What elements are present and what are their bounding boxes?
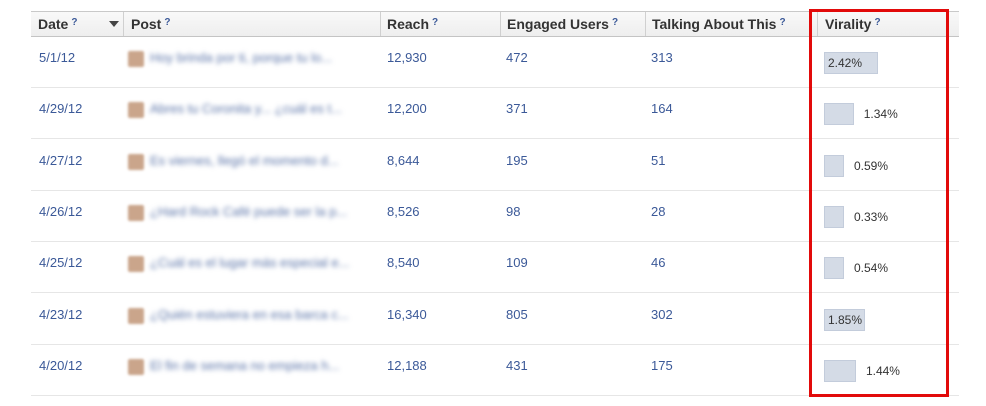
talking-about-value[interactable]: 313 — [651, 50, 673, 65]
talking-about-value[interactable]: 175 — [651, 357, 673, 373]
reach-value[interactable]: 8,644 — [387, 152, 420, 168]
column-header-virality[interactable]: Virality? — [818, 12, 958, 36]
table-row: 4/29/12 Abres tu Coronita y... ¿cuál es t… — [31, 88, 959, 140]
reach-value[interactable]: 12,930 — [387, 50, 427, 65]
help-icon[interactable]: ? — [164, 17, 171, 28]
table-row: 4/23/12 ¿Quién estuviera en esa barca c..… — [31, 294, 959, 345]
post-link[interactable]: ¿Cuál es el lugar más especial e... — [150, 255, 350, 271]
column-header-talking-label: Talking About This — [652, 16, 777, 32]
post-link[interactable]: ¿Hard Rock Café puede ser la p... — [150, 203, 348, 219]
sort-descending-icon[interactable] — [109, 21, 119, 27]
engaged-users-value[interactable]: 805 — [506, 306, 528, 322]
post-thumbnail-icon[interactable] — [128, 51, 144, 67]
virality-value: 1.85% — [828, 312, 863, 327]
column-divider — [645, 12, 646, 36]
virality-highlight-box — [809, 9, 949, 397]
engaged-users-value[interactable]: 371 — [506, 101, 528, 117]
virality-value: 0.59% — [854, 158, 889, 173]
post-thumbnail-icon[interactable] — [128, 102, 144, 119]
virality-bar — [824, 359, 856, 382]
talking-about-value[interactable]: 28 — [651, 203, 666, 219]
column-header-reach[interactable]: Reach? — [380, 12, 500, 36]
table-header: Date? Post? Reach? Engaged Users? Talkin… — [31, 11, 959, 37]
table-row: 4/27/12 Es viernes, llegó el momento d...… — [31, 140, 959, 191]
post-link[interactable]: Abres tu Coronita y... ¿cuál es t... — [150, 101, 342, 117]
virality-bar — [824, 205, 844, 228]
column-header-date-label: Date — [38, 16, 69, 32]
post-link[interactable]: Hoy brinda por ti, porque tu lo... — [150, 50, 333, 65]
virality-value: 1.34% — [863, 107, 898, 122]
help-icon[interactable]: ? — [432, 17, 439, 28]
virality-bar — [824, 52, 878, 74]
engaged-users-value[interactable]: 195 — [506, 152, 528, 168]
virality-value: 1.44% — [865, 363, 900, 378]
talking-about-value[interactable]: 164 — [651, 101, 673, 117]
help-icon[interactable]: ? — [874, 17, 881, 28]
column-divider — [500, 12, 501, 36]
table-row: 5/1/12 Hoy brinda por ti, porque tu lo...… — [31, 37, 959, 88]
column-header-reach-label: Reach — [387, 16, 430, 32]
date-link[interactable]: 4/25/12 — [39, 255, 83, 271]
column-header-talking-about-this[interactable]: Talking About This? — [645, 12, 817, 36]
talking-about-value[interactable]: 51 — [651, 152, 666, 168]
engaged-users-value[interactable]: 472 — [506, 50, 528, 65]
post-thumbnail-icon[interactable] — [128, 204, 144, 221]
column-header-post[interactable]: Post? — [124, 12, 380, 36]
reach-value[interactable]: 12,188 — [387, 357, 427, 373]
virality-bar — [824, 154, 844, 177]
help-icon[interactable]: ? — [779, 17, 786, 28]
column-header-post-label: Post — [131, 16, 162, 32]
virality-value: 0.54% — [854, 261, 889, 276]
virality-bar — [824, 308, 866, 331]
column-header-engaged-users[interactable]: Engaged Users? — [500, 12, 646, 36]
column-divider — [817, 12, 818, 36]
post-link[interactable]: ¿Quién estuviera en esa barca c... — [150, 306, 349, 322]
post-thumbnail-icon[interactable] — [128, 256, 144, 273]
table-row: 4/26/12 ¿Hard Rock Café puede ser la p...… — [31, 191, 959, 242]
talking-about-value[interactable]: 302 — [651, 306, 673, 322]
reach-value[interactable]: 8,540 — [387, 255, 420, 271]
date-link[interactable]: 4/23/12 — [39, 306, 83, 322]
post-link[interactable]: El fin de semana no empieza h... — [150, 357, 340, 373]
column-divider — [123, 12, 124, 36]
date-link[interactable]: 4/29/12 — [39, 101, 83, 117]
post-thumbnail-icon[interactable] — [128, 307, 144, 324]
engaged-users-value[interactable]: 431 — [506, 357, 528, 373]
reach-value[interactable]: 16,340 — [387, 306, 427, 322]
post-thumbnail-icon[interactable] — [128, 153, 144, 170]
talking-about-value[interactable]: 46 — [651, 255, 666, 271]
virality-bar — [824, 257, 844, 280]
help-icon[interactable]: ? — [71, 17, 78, 28]
column-header-virality-label: Virality — [825, 16, 872, 32]
table-row: 4/25/12 ¿Cuál es el lugar más especial e.… — [31, 242, 959, 294]
reach-value[interactable]: 8,526 — [387, 203, 420, 219]
date-link[interactable]: 4/27/12 — [39, 152, 83, 168]
table-row: 4/20/12 El fin de semana no empieza h... 1… — [31, 345, 959, 396]
help-icon[interactable]: ? — [611, 17, 619, 28]
virality-bar — [824, 103, 854, 126]
date-link[interactable]: 4/26/12 — [39, 203, 83, 219]
reach-value[interactable]: 12,200 — [387, 101, 427, 117]
column-header-engaged-label: Engaged Users — [507, 16, 609, 32]
virality-value: 2.42% — [828, 56, 863, 70]
post-thumbnail-icon[interactable] — [128, 358, 144, 375]
engaged-users-value[interactable]: 109 — [506, 255, 528, 271]
engaged-users-value[interactable]: 98 — [506, 203, 521, 219]
date-link[interactable]: 4/20/12 — [39, 357, 83, 373]
column-header-date[interactable]: Date? — [31, 12, 123, 36]
post-link[interactable]: Es viernes, llegó el momento d... — [150, 152, 339, 168]
virality-value: 0.33% — [854, 209, 889, 224]
date-link[interactable]: 5/1/12 — [39, 50, 76, 65]
column-divider — [380, 12, 381, 36]
